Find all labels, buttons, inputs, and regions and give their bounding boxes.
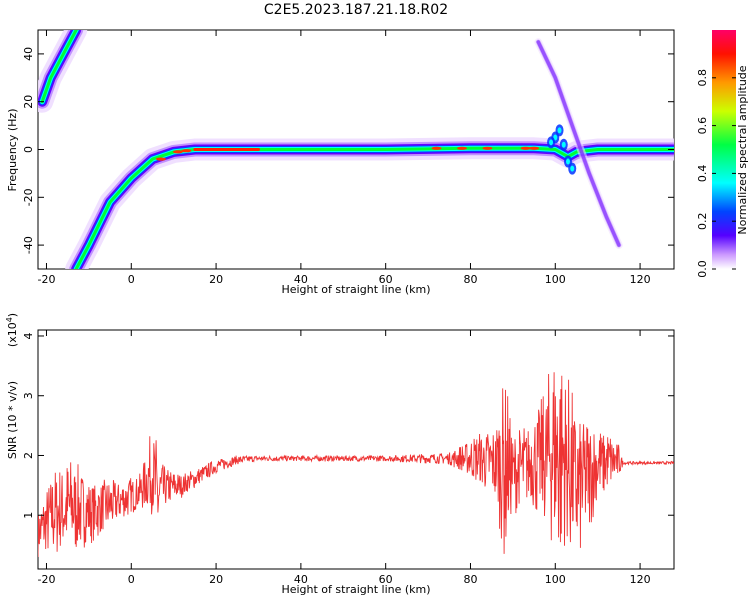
- spectrogram-x-tick-label: 120: [630, 273, 651, 286]
- snr-y-axis: 1 2 3 4: [22, 332, 674, 519]
- snr-y-tick-label: 3: [22, 392, 35, 399]
- snr-series: [38, 372, 674, 558]
- snr-x-tick-label: -20: [37, 573, 55, 586]
- figure-title: C2E5.2023.187.21.18.R02: [264, 2, 448, 18]
- spectrogram-peak-blob: [529, 146, 540, 150]
- snr-series-line: [38, 372, 674, 558]
- snr-x-tick-label: 120: [630, 573, 651, 586]
- spectrogram-peak-blob: [155, 157, 166, 161]
- spectrogram-blob-core: [557, 127, 562, 134]
- colorbar-tick-label: 0.2: [696, 212, 709, 230]
- snr-y-scale-note: (x104): [5, 313, 19, 347]
- colorbar-gradient: [712, 30, 736, 269]
- spectrogram-blob-core: [549, 139, 554, 146]
- colorbar-label: Normalized spectral amplitude: [736, 65, 749, 234]
- spectrogram-blob-core: [566, 158, 570, 165]
- spectrogram-x-tick-label: 20: [209, 273, 223, 286]
- spectrogram-x-tick-label: -20: [37, 273, 55, 286]
- colorbar-tick-label: 0.4: [696, 165, 709, 183]
- spectrogram-x-tick-label: 100: [545, 273, 566, 286]
- snr-x-tick-label: 100: [545, 573, 566, 586]
- spectrogram-x-axis: -20 0 20 40 60 80 100 120: [37, 30, 651, 286]
- colorbar-tick-label: 0.0: [696, 260, 709, 278]
- spectrogram-blob-core: [570, 165, 575, 172]
- spectrogram-peak-blob: [431, 146, 442, 150]
- spectrogram-trace-layer: [536, 40, 621, 247]
- spectrogram-peak-blob: [457, 146, 467, 150]
- spectrogram-y-tick-label: 0: [22, 146, 35, 153]
- colorbar-tick-label: 0.8: [696, 69, 709, 87]
- spectrogram-y-tick-label: 20: [22, 95, 35, 109]
- spectrogram-x-tick-label: 0: [128, 273, 135, 286]
- snr-x-tick-label: 0: [128, 573, 135, 586]
- spectrogram-panel: -20 0 20 40 60 80 100 120 -40 -20 0 20 40 Height of…: [6, 29, 675, 296]
- spectrogram-peak-blob: [482, 146, 493, 150]
- spectrogram-x-tick-label: 60: [379, 273, 393, 286]
- snr-y-tick-label: 1: [22, 512, 35, 519]
- snr-x-axis-label: Height of straight line (km): [281, 583, 430, 596]
- colorbar-ticks: 0.0 0.2 0.4 0.6 0.8: [696, 69, 736, 278]
- snr-x-tick-label: 40: [294, 573, 308, 586]
- spectrogram-y-tick-label: 40: [22, 47, 35, 61]
- spectrogram-peak-blob: [520, 146, 531, 150]
- snr-x-tick-label: 20: [209, 573, 223, 586]
- spectrogram-blob-core: [561, 141, 566, 148]
- colorbar-tick-label: 0.6: [696, 117, 709, 135]
- snr-y-tick-label: 4: [22, 332, 35, 339]
- snr-x-axis: -20 0 20 40 60 80 100 120: [37, 330, 651, 586]
- spectrogram-x-tick-label: 40: [294, 273, 308, 286]
- spectrogram-peak-blob: [181, 149, 192, 153]
- snr-panel: -20 0 20 40 60 80 100 120 1 2 3 4 Height of straig…: [5, 313, 675, 596]
- snr-y-axis-label: SNR (10 * v/v): [6, 381, 19, 459]
- spectrogram-y-tick-label: -40: [22, 236, 35, 254]
- spectrogram-peak-blob: [172, 150, 183, 154]
- colorbar: 0.0 0.2 0.4 0.6 0.8 Normalized spectral ampl…: [696, 30, 749, 278]
- spectrogram-y-tick-label: -20: [22, 188, 35, 206]
- spectrogram-traces: [38, 30, 674, 269]
- spectrogram-x-tick-label: 80: [463, 273, 477, 286]
- spectrogram-y-axis: -40 -20 0 20 40: [22, 47, 674, 254]
- spectrogram-trace-layer: [40, 30, 78, 104]
- snr-x-tick-label: 60: [379, 573, 393, 586]
- spectrogram-y-axis-label: Frequency (Hz): [6, 109, 19, 192]
- snr-plot-area: [37, 329, 675, 570]
- snr-x-tick-label: 80: [463, 573, 477, 586]
- spectrogram-x-axis-label: Height of straight line (km): [281, 283, 430, 296]
- snr-y-tick-label: 2: [22, 452, 35, 459]
